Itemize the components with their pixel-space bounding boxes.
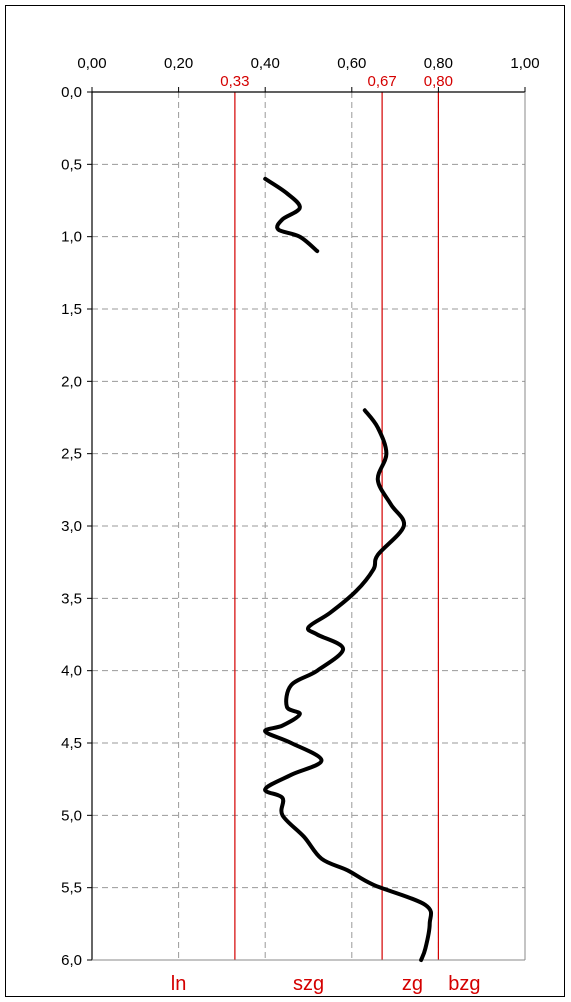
y-tick-label: 2,0 [61,373,82,390]
grid [92,92,525,960]
reference-line-label: 0,67 [368,73,397,90]
reference-line-label: 0,80 [424,73,453,90]
y-tick-label: 1,5 [61,301,82,318]
reference-line-label: 0,33 [220,73,249,90]
x-tick-label: 0,20 [164,55,193,72]
y-tick-label: 0,0 [61,84,82,101]
zone-label: zg [402,973,423,995]
y-tick-label: 4,0 [61,663,82,680]
axes: 0,00 0,20 0,40 0,60 0,80 1,00 0,0 0,5 1,0 1,5 2,0 2… [61,55,539,969]
y-tick-label: 5,0 [61,807,82,824]
y-tick-label: 5,5 [61,880,82,897]
y-tick-label: 4,5 [61,735,82,752]
series-line [263,176,320,254]
x-tick-label: 0,40 [251,55,280,72]
x-tick-label: 1,00 [510,55,539,72]
x-tick-label: 0,80 [424,55,453,72]
y-tick-label: 6,0 [61,952,82,969]
y-tick-label: 0,5 [61,156,82,173]
zone-label: szg [293,973,324,995]
series-line [263,408,434,962]
zone-label: bzg [448,973,480,995]
y-tick-label: 3,5 [61,590,82,607]
series [263,176,434,962]
x-tick-label: 0,60 [337,55,366,72]
x-tick-label: 0,00 [77,55,106,72]
reference-lines: 0,33 0,67 0,80 [220,73,453,960]
labels: ln szg zg bzg [171,973,481,995]
y-tick-label: 2,5 [61,446,82,463]
chart-frame [5,5,565,997]
y-tick-label: 3,0 [61,518,82,535]
y-tick-label: 1,0 [61,229,82,246]
zone-label: ln [171,973,187,995]
